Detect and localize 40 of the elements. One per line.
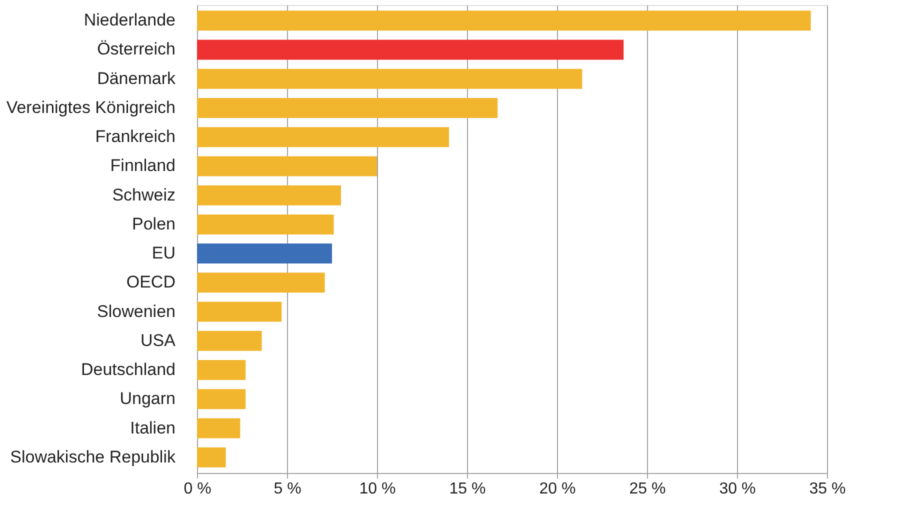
bar [197,244,332,264]
y-tick-label: OECD [126,272,176,292]
bar [197,272,325,293]
y-tick-label: Dänemark [97,68,176,88]
y-tick-label: USA [140,330,176,350]
bar [197,389,246,410]
x-tick-label: 20 % [539,480,576,498]
bar [197,214,334,234]
bar [197,302,282,322]
y-tick-label: Schweiz [112,185,176,204]
y-tick-label: Frankreich [95,127,176,146]
bar [197,98,498,118]
x-tick-label: 5 % [274,480,302,498]
bar [197,185,341,206]
x-tick-label: 30 % [719,480,756,498]
bar [197,68,582,89]
x-tick-label: 35 % [809,480,846,498]
y-tick-label: Niederlande [84,10,176,30]
x-tick-label: 0 % [184,480,212,498]
x-tick-label: 15 % [449,480,486,498]
y-tick-label: Italien [130,418,176,438]
y-tick-label: Österreich [97,40,176,59]
y-tick-label: Vereinigtes Königreich [6,98,176,117]
bar [197,156,377,176]
bar [197,418,240,438]
x-tick-label: 10 % [359,480,396,498]
bar [197,10,811,31]
y-tick-label: Slowenien [97,302,176,321]
y-tick-label: EU [152,244,176,263]
bar [197,447,226,468]
y-tick-label: Finnland [110,156,176,176]
bar [197,40,624,60]
bar [197,127,449,148]
bar [197,330,262,351]
bar [197,360,246,380]
y-tick-label: Polen [132,214,176,234]
y-tick-label: Slowakische Republik [10,447,176,466]
y-tick-label: Ungarn [120,389,176,408]
y-tick-label: Deutschland [80,360,176,380]
x-tick-label: 25 % [629,480,666,498]
